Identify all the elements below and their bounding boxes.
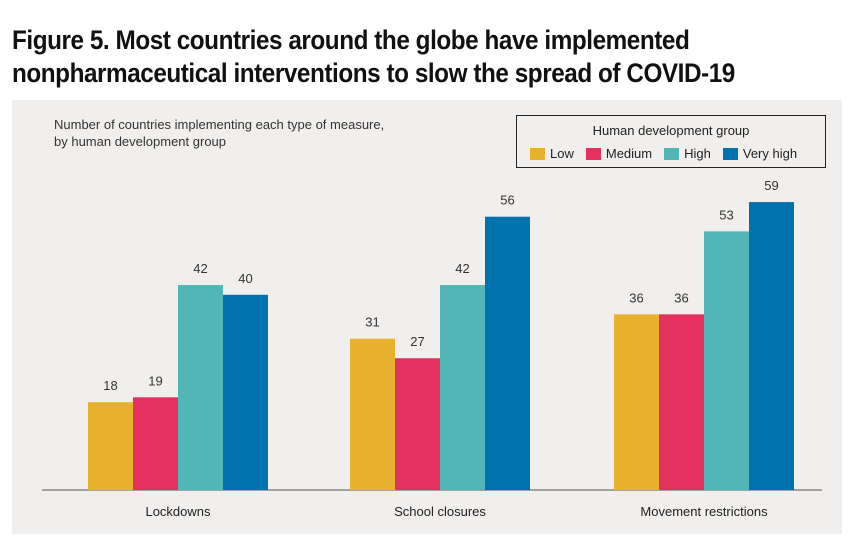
legend-items: Low Medium High Very high bbox=[530, 146, 809, 161]
legend-swatch bbox=[722, 147, 738, 160]
bar-lockdowns-very-high bbox=[223, 294, 268, 490]
bar-school-closures-medium bbox=[395, 358, 440, 490]
data-label: 36 bbox=[674, 290, 688, 305]
data-label: 59 bbox=[764, 178, 778, 193]
bar-movement-restrictions-very-high bbox=[749, 202, 794, 490]
bar-lockdowns-low bbox=[88, 402, 133, 490]
chart-subtitle-line-2: by human development group bbox=[54, 134, 227, 149]
bar-lockdowns-medium bbox=[133, 397, 178, 490]
category-label-school-closures: School closures bbox=[394, 504, 486, 519]
chart-subtitle-line-1: Number of countries implementing each ty… bbox=[54, 117, 385, 132]
category-label-movement-restrictions: Movement restrictions bbox=[640, 504, 768, 519]
bar-school-closures-high bbox=[440, 285, 485, 490]
bar-lockdowns-high bbox=[178, 285, 223, 490]
legend-swatch bbox=[585, 147, 601, 160]
figure-title-line-1: Figure 5. Most countries around the glob… bbox=[12, 25, 690, 55]
legend-label: Low bbox=[550, 146, 574, 161]
figure-title-line-2: nonpharmaceutical interventions to slow … bbox=[12, 58, 735, 88]
data-label: 18 bbox=[103, 378, 117, 393]
legend: Human development group Low Medium High Ver… bbox=[516, 115, 826, 168]
bar-chart: 18 19 42 40 Lockdowns 31 27 42 56 School closures… bbox=[42, 178, 822, 519]
legend-title: Human development group bbox=[592, 123, 750, 138]
data-label: 53 bbox=[719, 207, 733, 222]
chart-panel: Number of countries implementing each ty… bbox=[12, 100, 842, 534]
chart-subtitle: Number of countries implementing each ty… bbox=[54, 116, 384, 150]
legend-item-high: High bbox=[664, 146, 711, 161]
data-label: 40 bbox=[238, 271, 252, 286]
bar-school-closures-very-high bbox=[485, 216, 530, 490]
figure-title: Figure 5. Most countries around the glob… bbox=[12, 24, 759, 90]
data-label: 56 bbox=[500, 193, 514, 208]
legend-swatch bbox=[530, 147, 545, 160]
legend-label: Medium bbox=[605, 146, 653, 161]
bar-school-closures-low bbox=[350, 338, 395, 490]
data-label: 19 bbox=[148, 373, 162, 388]
bar-movement-restrictions-medium bbox=[659, 314, 704, 490]
category-label-lockdowns: Lockdowns bbox=[145, 504, 211, 519]
data-label: 27 bbox=[410, 334, 424, 349]
legend-item-medium: Medium bbox=[585, 146, 653, 161]
legend-item-very-high: Very high bbox=[722, 146, 798, 161]
legend-label: Very high bbox=[742, 146, 798, 161]
data-label: 42 bbox=[455, 261, 469, 276]
bar-movement-restrictions-low bbox=[614, 314, 659, 490]
legend-swatch bbox=[664, 147, 680, 160]
legend-label: High bbox=[684, 146, 711, 161]
bar-movement-restrictions-high bbox=[704, 231, 749, 491]
data-label: 36 bbox=[629, 290, 643, 305]
legend-item-low: Low bbox=[530, 146, 574, 161]
data-label: 42 bbox=[193, 261, 207, 276]
data-label: 31 bbox=[365, 315, 379, 330]
